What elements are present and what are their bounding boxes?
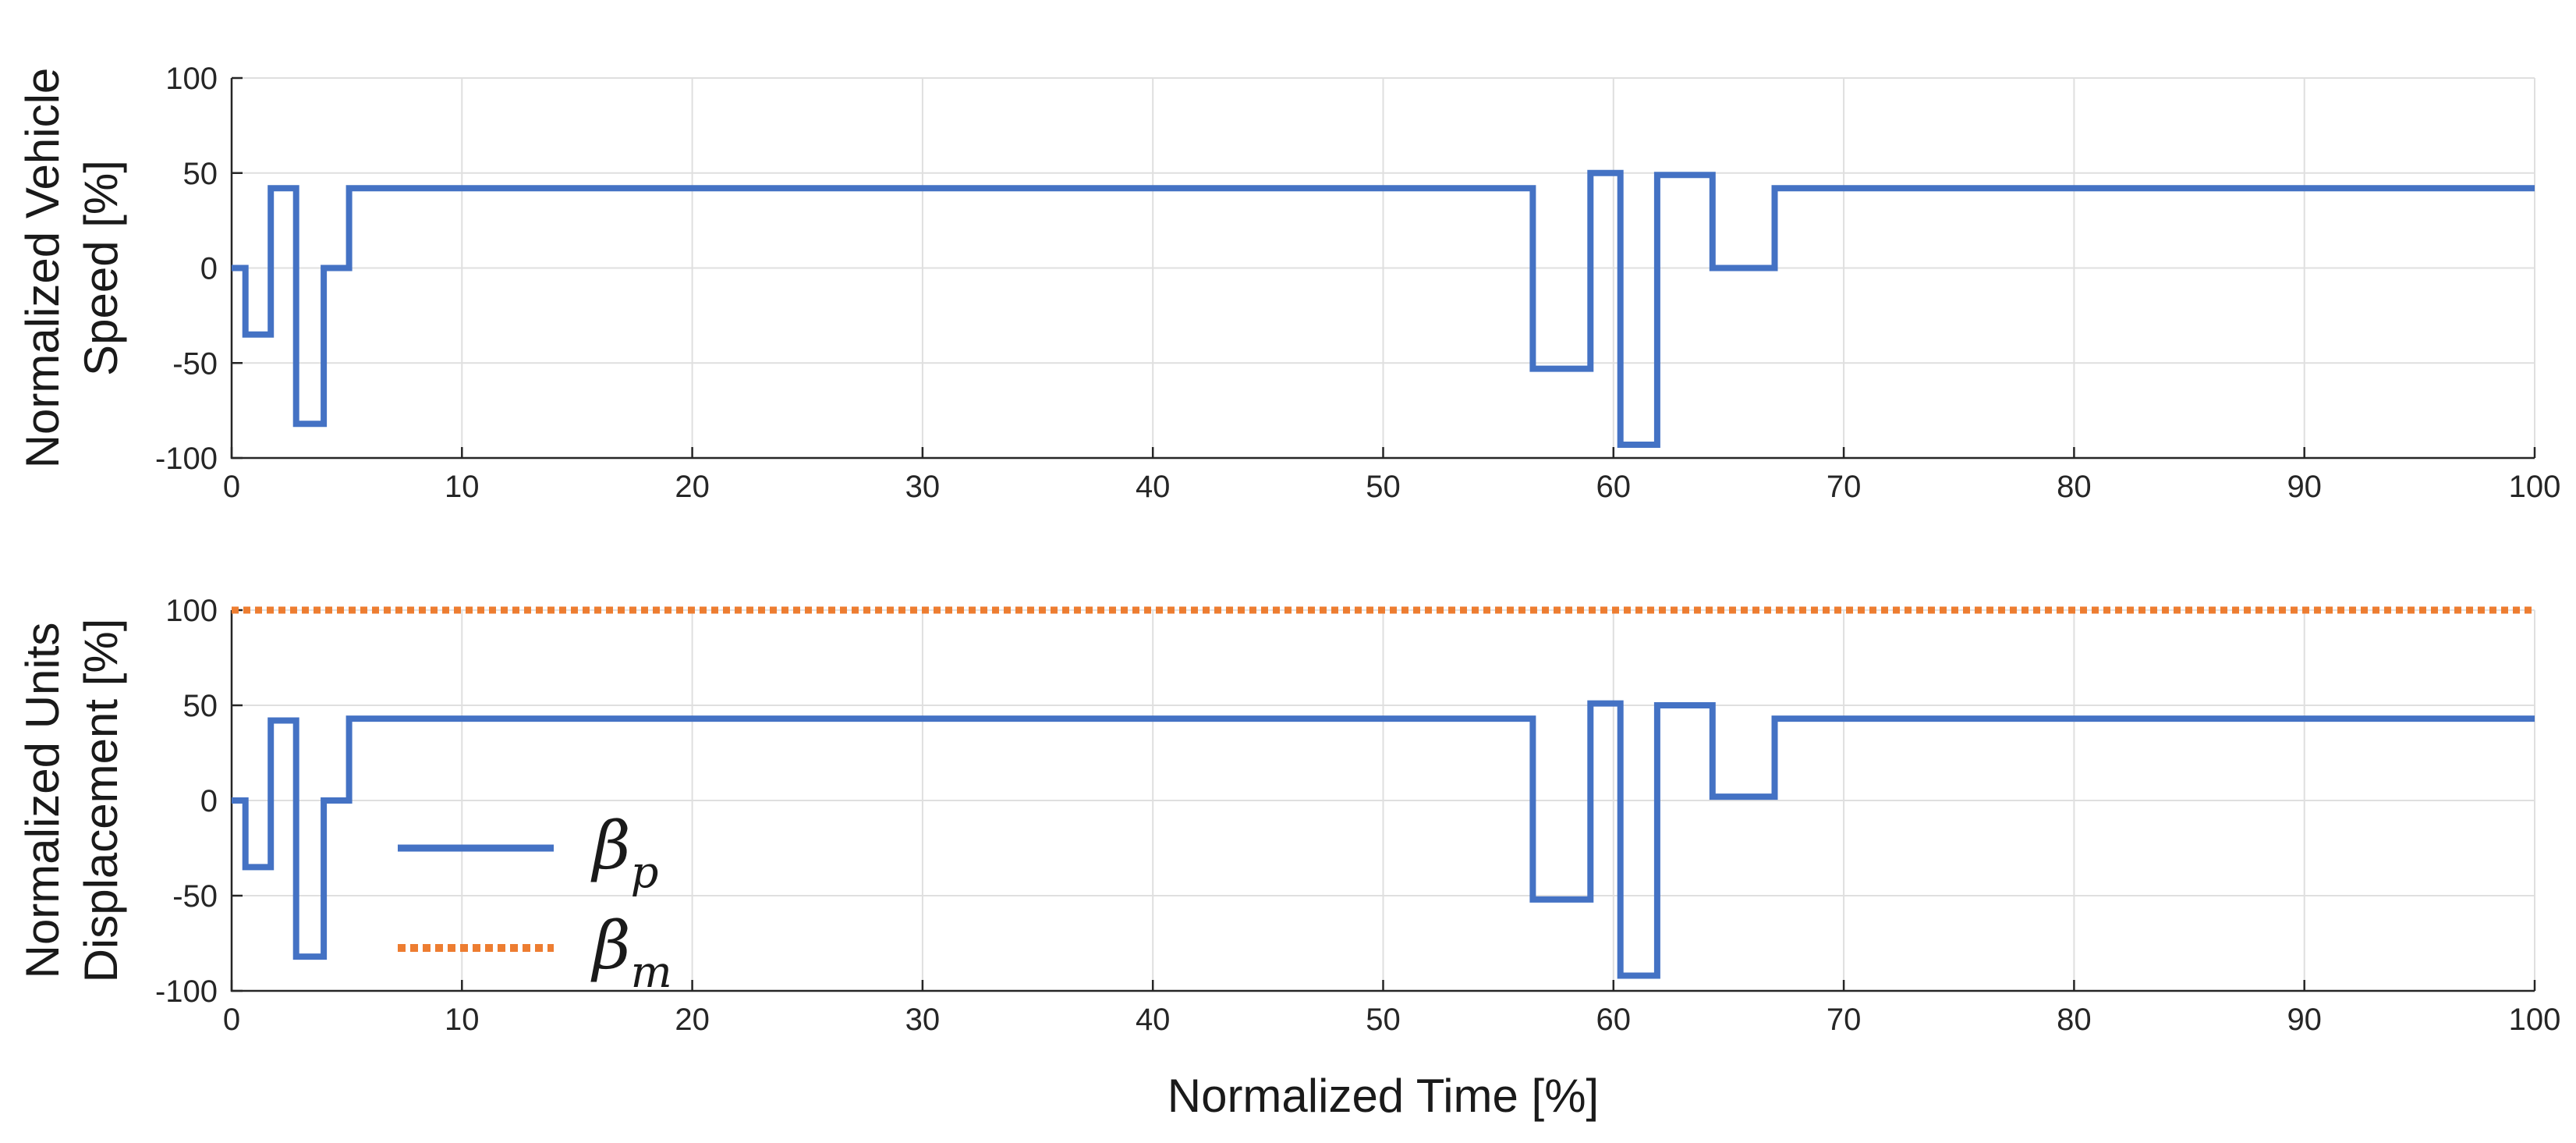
x-tick-label: 90	[2287, 1003, 2322, 1037]
x-tick-label: 30	[905, 470, 941, 504]
x-tick-label: 20	[675, 1003, 710, 1037]
x-tick-label: 0	[223, 1003, 240, 1037]
x-tick-label: 50	[1366, 1003, 1401, 1037]
y-tick-label: 50	[183, 689, 218, 723]
x-tick-label: 100	[2509, 470, 2561, 504]
x-axis-label: Normalized Time [%]	[1168, 1070, 1599, 1122]
x-tick-label: 40	[1136, 1003, 1171, 1037]
x-tick-label: 80	[2057, 1003, 2092, 1037]
x-tick-label: 40	[1136, 470, 1171, 504]
y-tick-label: 100	[165, 62, 218, 96]
x-tick-label: 50	[1366, 470, 1401, 504]
y-tick-label: -100	[155, 442, 218, 476]
x-tick-label: 10	[445, 470, 480, 504]
legend-label-β_p: βp	[590, 808, 658, 898]
series-line-β_p	[232, 700, 2535, 979]
x-tick-label: 10	[445, 1003, 480, 1037]
bottom-plot-displacement: 0 10 20 30 40 50 60 70 80 90 100 100 50 0 -50 -100 Norma…	[16, 594, 2560, 1122]
legend-label-β_m: βm	[590, 907, 672, 998]
legend-subscript: m	[631, 947, 672, 998]
y-tick-label: -50	[172, 346, 218, 381]
legend-subscript: p	[631, 847, 659, 898]
x-tick-label: 30	[905, 1003, 941, 1037]
x-tick-label: 70	[1827, 1003, 1862, 1037]
y-axis-label: Normalized Units	[16, 623, 69, 979]
y-tick-label: 0	[200, 252, 218, 286]
series-line-speed	[232, 169, 2535, 448]
x-tick-label: 100	[2509, 1003, 2561, 1037]
x-tick-label: 70	[1827, 470, 1862, 504]
y-axis-label: Normalized Vehicle	[16, 68, 69, 469]
x-tick-label: 20	[675, 470, 710, 504]
x-tick-label: 0	[223, 470, 240, 504]
y-tick-label: 100	[165, 594, 218, 628]
y-tick-label: -100	[155, 974, 218, 1009]
x-tick-label: 60	[1596, 470, 1632, 504]
y-tick-label: 0	[200, 784, 218, 818]
top-plot-speed: 0 10 20 30 40 50 60 70 80 90 100 100 50 0 -50 -100 Norma…	[16, 62, 2560, 504]
y-tick-label: -50	[172, 879, 218, 914]
x-tick-label: 60	[1596, 1003, 1632, 1037]
x-tick-label: 80	[2057, 470, 2092, 504]
y-axis-label: Displacement [%]	[75, 619, 127, 983]
y-axis-label: Speed [%]	[75, 160, 127, 376]
x-tick-label: 90	[2287, 470, 2322, 504]
y-tick-label: 50	[183, 157, 218, 191]
